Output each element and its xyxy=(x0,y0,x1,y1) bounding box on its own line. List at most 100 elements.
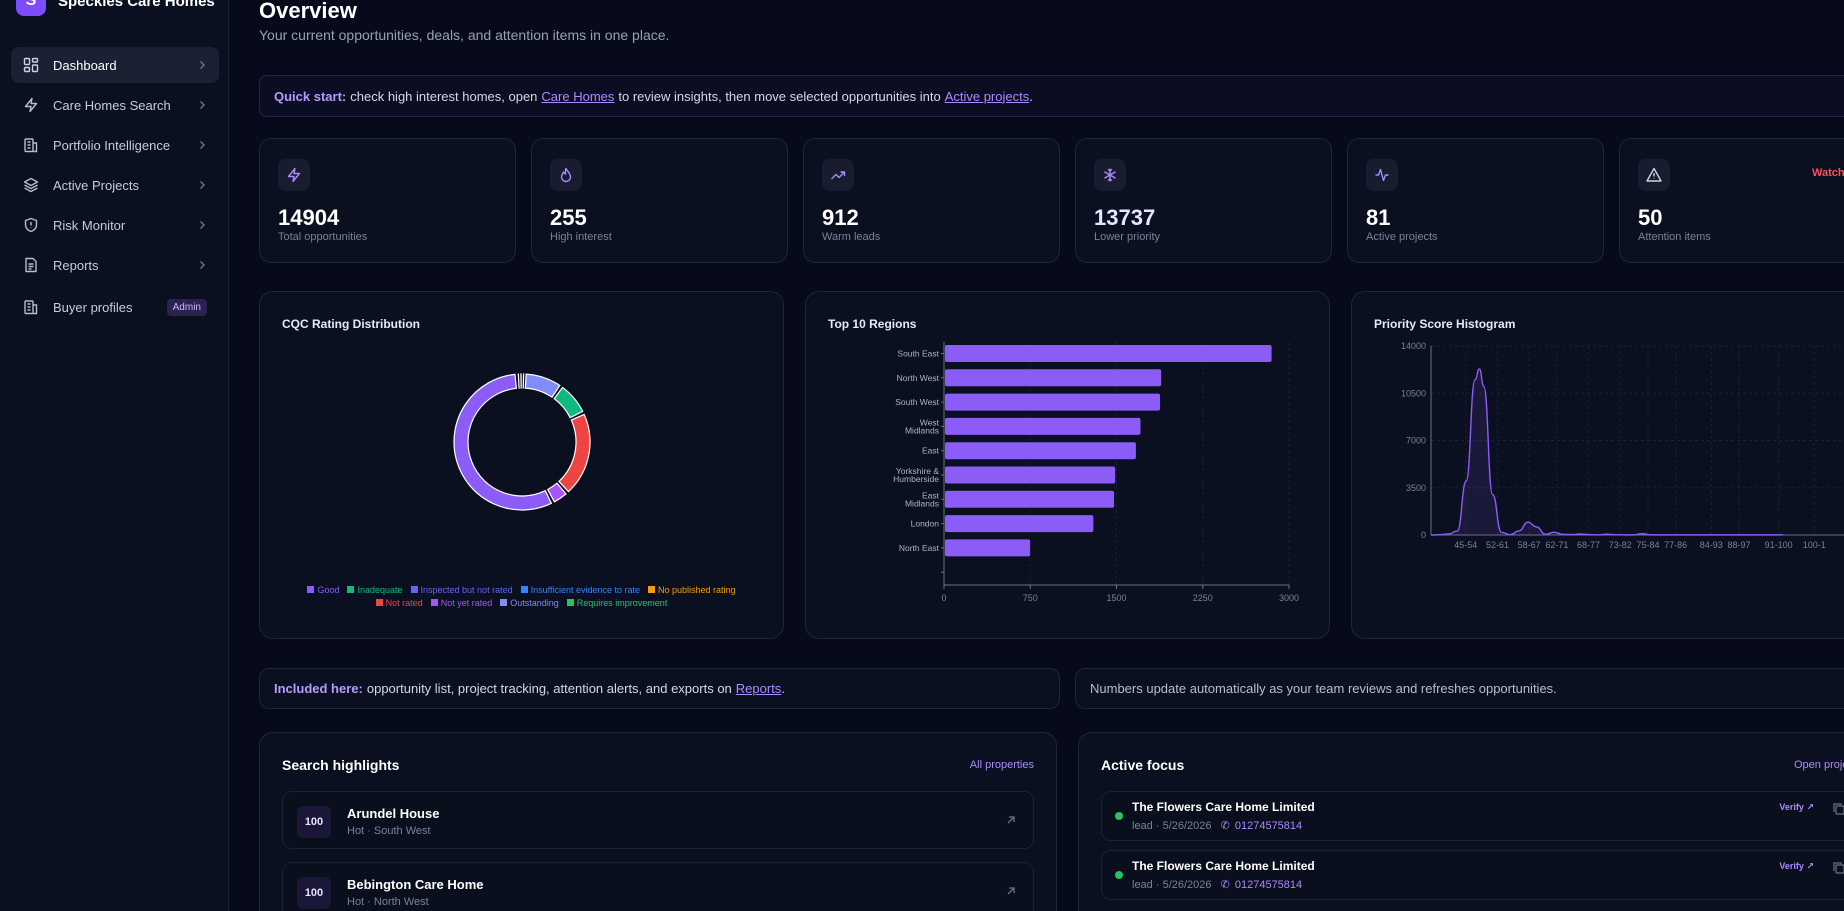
copy-icon[interactable] xyxy=(1832,861,1844,875)
legend-item[interactable]: Outstanding xyxy=(500,598,559,608)
donut-slice-6[interactable] xyxy=(558,413,591,493)
highlight-row[interactable]: 100 Arundel House Hot · South West xyxy=(282,791,1034,849)
panel-title: Priority Score Histogram xyxy=(1374,317,1516,331)
sidebar-item-risk-monitor[interactable]: Risk Monitor xyxy=(11,207,219,243)
legend-item[interactable]: Not rated xyxy=(375,598,423,608)
stat-value: 81 xyxy=(1366,205,1391,230)
brand[interactable]: S Speckles Care Homes xyxy=(16,0,215,16)
active-focus-panel: Active focus Open projec The Flowers Car… xyxy=(1078,732,1844,911)
donut-slice-4[interactable] xyxy=(524,373,561,398)
highlight-row[interactable]: 100 Bebington Care Home Hot · North West xyxy=(282,862,1034,911)
stat-card-active-projects[interactable]: 81 Active projects xyxy=(1347,138,1604,263)
focus-sub: lead · 5/26/2026 ✆ 01274575814 xyxy=(1132,878,1302,891)
x-tick-label: 2250 xyxy=(1193,593,1213,603)
layers-icon xyxy=(23,177,39,193)
phone-number[interactable]: 01274575814 xyxy=(1234,879,1303,891)
region-label: Midlands xyxy=(905,498,939,508)
region-bar[interactable] xyxy=(945,345,1272,362)
arrow-up-right-icon[interactable] xyxy=(1005,814,1017,826)
active-focus-title: Active focus xyxy=(1101,757,1185,773)
region-bar[interactable] xyxy=(945,490,1115,508)
numbers-note: Numbers update automatically as your tea… xyxy=(1090,681,1557,696)
donut-slice-7[interactable] xyxy=(546,482,567,503)
legend-item[interactable]: Insufficient evidence to rate xyxy=(520,585,640,595)
sidebar-item-buyer-profiles[interactable]: Buyer profiles Admin xyxy=(11,289,219,325)
chevron-right-icon xyxy=(200,61,205,69)
top-regions-panel: Top 10 Regions 0 750 1500 2250 3000 South Eas… xyxy=(805,291,1330,639)
legend-swatch xyxy=(566,599,574,606)
stat-card-warm-leads[interactable]: 912 Warm leads xyxy=(803,138,1060,263)
snowflake-icon xyxy=(1104,168,1116,182)
sidebar-item-label: Buyer profiles xyxy=(53,299,133,315)
stat-icon xyxy=(1638,159,1670,191)
focus-row[interactable]: The Flowers Care Home Limited lead · 5/2… xyxy=(1101,791,1844,841)
x-tick-label: 0 xyxy=(941,593,946,603)
region-bar[interactable] xyxy=(945,442,1136,460)
stat-label: High interest xyxy=(550,231,612,243)
region-bar[interactable] xyxy=(945,417,1141,435)
quick-start-text: . xyxy=(1029,88,1033,104)
phone-number[interactable]: 01274575814 xyxy=(1234,820,1303,832)
region-bar[interactable] xyxy=(945,539,1031,557)
legend-swatch xyxy=(307,586,315,593)
care-homes-link[interactable]: Care Homes xyxy=(541,88,615,104)
active-projects-link[interactable]: Active projects xyxy=(944,88,1030,104)
sidebar-item-dashboard[interactable]: Dashboard xyxy=(11,47,219,83)
region-bar[interactable] xyxy=(945,515,1094,533)
property-name: Bebington Care Home xyxy=(347,877,484,892)
status-dot xyxy=(1115,871,1123,879)
donut-slice-5[interactable] xyxy=(553,386,584,419)
stat-card-high-interest[interactable]: 255 High interest xyxy=(531,138,788,263)
sidebar-item-portfolio-intelligence[interactable]: Portfolio Intelligence xyxy=(11,127,219,163)
open-projects-link[interactable]: Open projec xyxy=(1794,759,1844,771)
stat-card-attention-items[interactable]: 50 Attention items Watchl xyxy=(1619,138,1844,263)
priority-histogram-chart: 0 3500 7000 10500 14000 45-54 52-61 58-67 62-71 6… xyxy=(1401,341,1844,550)
region-bar[interactable] xyxy=(945,369,1162,387)
arrow-up-right-icon[interactable] xyxy=(1005,885,1017,897)
copy-icon[interactable] xyxy=(1832,802,1844,816)
stat-card-total-opportunities[interactable]: 14904 Total opportunities xyxy=(259,138,516,263)
region-label: East xyxy=(922,490,940,500)
trend-up-icon xyxy=(831,171,846,180)
focus-name: The Flowers Care Home Limited xyxy=(1132,800,1315,814)
focus-meta: lead · 5/26/2026 xyxy=(1132,879,1212,891)
focus-sub: lead · 5/26/2026 ✆ 01274575814 xyxy=(1132,819,1302,832)
sidebar-item-reports[interactable]: Reports xyxy=(11,247,219,283)
stat-value: 13737 xyxy=(1094,205,1156,230)
histogram-line[interactable] xyxy=(1430,368,1783,536)
legend-item[interactable]: Good xyxy=(307,585,339,595)
verify-label: Verify xyxy=(1779,861,1804,871)
stat-label: Lower priority xyxy=(1094,231,1161,243)
sidebar-item-care-homes-search[interactable]: Care Homes Search xyxy=(11,87,219,123)
legend-item[interactable]: Requires improvement xyxy=(566,598,667,608)
included-text: opportunity list, project tracking, atte… xyxy=(366,681,732,696)
all-properties-link[interactable]: All properties xyxy=(969,759,1034,771)
verify-link[interactable]: Verify ↗ xyxy=(1779,861,1814,872)
legend-item[interactable]: Not yet rated xyxy=(430,598,492,608)
sidebar-item-label: Care Homes Search xyxy=(53,97,171,113)
donut-slice-1[interactable] xyxy=(517,373,520,389)
legend-item[interactable]: No published rating xyxy=(648,585,736,595)
sidebar-item-active-projects[interactable]: Active Projects xyxy=(11,167,219,203)
legend-item[interactable]: Inspected but not rated xyxy=(410,585,513,595)
chevron-right-icon xyxy=(200,261,205,269)
priority-histogram-panel: Priority Score Histogram 0 3500 7000 10500 1… xyxy=(1351,291,1844,639)
legend-item[interactable]: Inadequate xyxy=(347,585,403,595)
region-bar[interactable] xyxy=(945,393,1161,411)
donut-slice-0[interactable] xyxy=(453,373,553,511)
shield-icon xyxy=(24,217,38,233)
x-tick-label: 52-61 xyxy=(1486,540,1509,550)
sidebar-item-label: Risk Monitor xyxy=(53,217,126,233)
stat-value: 14904 xyxy=(278,205,340,230)
x-tick-label: 73-82 xyxy=(1609,540,1632,550)
panel-title: Top 10 Regions xyxy=(828,317,917,331)
stat-icon xyxy=(822,159,854,191)
stat-card-lower-priority[interactable]: 13737 Lower priority xyxy=(1075,138,1332,263)
x-tick-label: 77-86 xyxy=(1664,540,1687,550)
focus-name: The Flowers Care Home Limited xyxy=(1132,859,1315,873)
reports-link[interactable]: Reports xyxy=(735,681,782,696)
verify-link[interactable]: Verify ↗ xyxy=(1779,802,1814,813)
region-bar[interactable] xyxy=(945,466,1116,484)
legend-swatch xyxy=(500,599,508,606)
focus-row[interactable]: The Flowers Care Home Limited lead · 5/2… xyxy=(1101,850,1844,900)
